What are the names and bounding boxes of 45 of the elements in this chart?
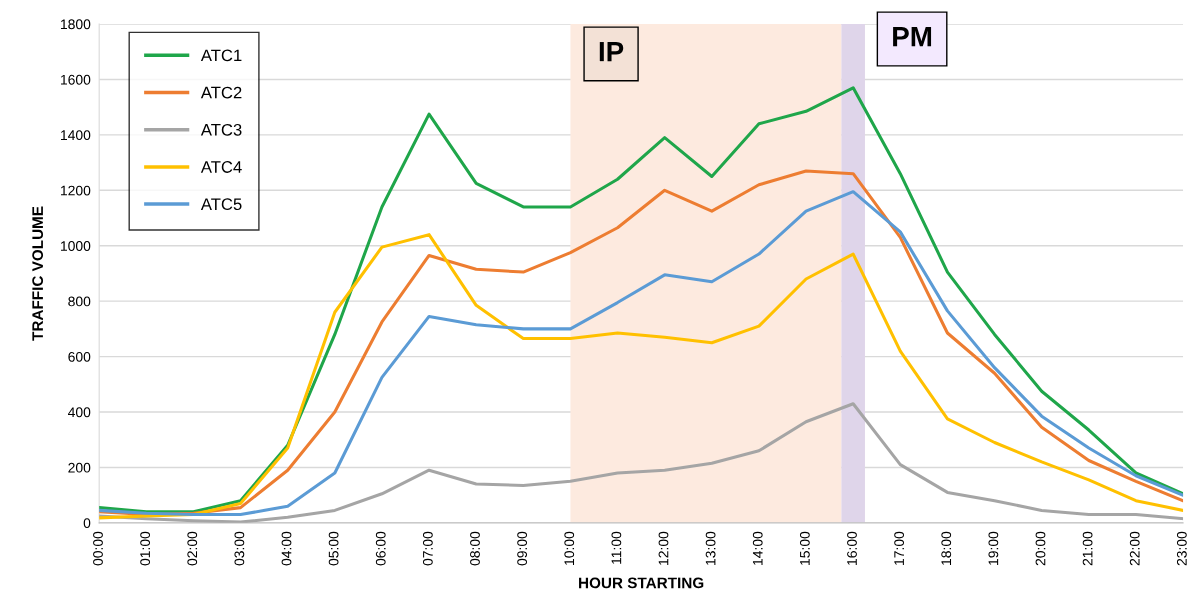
x-tick-label: 03:00: [234, 531, 245, 566]
x-tick-label: 11:00: [611, 531, 622, 564]
legend-label: ATC1: [200, 49, 242, 62]
y-tick-label: 800: [68, 296, 91, 307]
x-tick-label: 12:00: [658, 531, 669, 565]
x-tick-label: 23:00: [1176, 531, 1187, 566]
x-tick-label: 15:00: [799, 531, 810, 565]
x-tick-label: 01:00: [140, 531, 151, 566]
x-tick-label: 17:00: [894, 531, 905, 565]
x-tick-label: 05:00: [328, 531, 339, 566]
x-tick-label: 04:00: [281, 531, 292, 566]
x-tick-label: 13:00: [705, 531, 716, 565]
legend-label: ATC3: [200, 123, 242, 136]
x-axis-title: HOUR STARTING: [579, 577, 704, 589]
x-tick-label: 16:00: [847, 531, 857, 565]
y-tick-label: 1800: [61, 19, 91, 30]
x-tick-label: 20:00: [1035, 531, 1046, 566]
y-tick-label: 1400: [61, 130, 91, 141]
legend-label: ATC2: [200, 86, 242, 99]
line-series: [99, 402, 1184, 523]
y-tick-label: 1600: [61, 74, 91, 85]
line-series: [99, 86, 1184, 514]
y-tick-label: 400: [68, 407, 91, 418]
x-tick-label: 06:00: [375, 531, 386, 566]
y-axis-title: TRAFFIC VOLUME: [32, 206, 44, 341]
x-tick-label: 14:00: [752, 531, 763, 565]
x-tick-label: 10:00: [564, 531, 575, 565]
x-tick-label: 02:00: [187, 531, 198, 566]
y-tick-label: 1000: [61, 241, 91, 251]
y-tick-label: 200: [68, 462, 91, 473]
y-tick-label: 1200: [61, 185, 91, 196]
x-tick-label: 22:00: [1129, 531, 1140, 566]
x-tick-label: 07:00: [422, 531, 433, 566]
x-tick-label: 09:00: [517, 531, 528, 566]
x-tick-label: 18:00: [941, 531, 952, 565]
legend-label: ATC5: [200, 198, 242, 211]
legend-label: ATC4: [200, 161, 242, 173]
band-label: IP: [599, 42, 624, 62]
band-label: PM: [893, 27, 932, 47]
x-tick-label: 19:00: [988, 531, 999, 565]
x-tick-label: 08:00: [470, 531, 480, 566]
y-tick-label: 0: [83, 518, 91, 529]
y-tick-label: 600: [68, 351, 91, 362]
x-tick-label: 21:00: [1082, 531, 1093, 566]
x-tick-label: 00:00: [93, 531, 103, 566]
